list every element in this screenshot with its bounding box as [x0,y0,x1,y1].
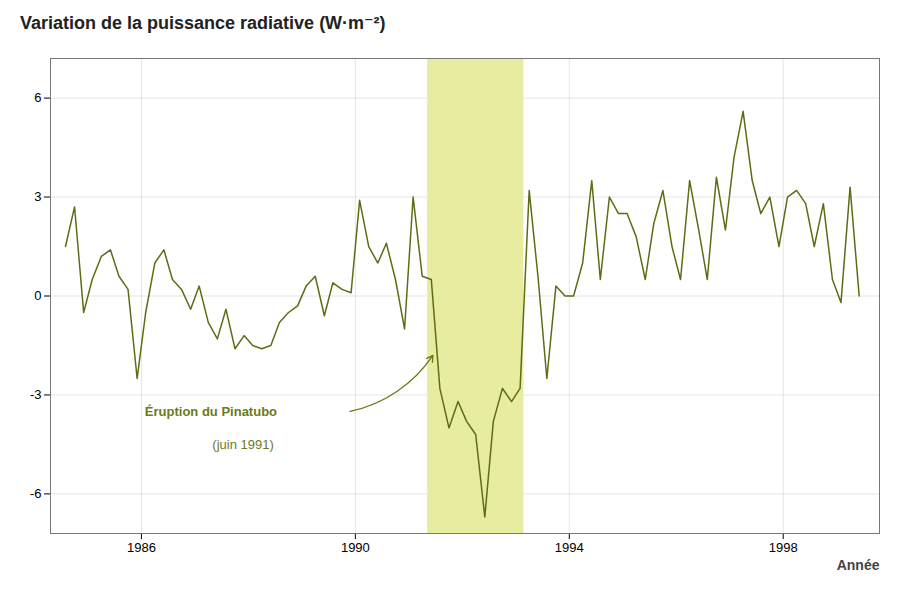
svg-text:1990: 1990 [341,540,370,555]
svg-text:3: 3 [34,189,41,204]
svg-text:1986: 1986 [127,540,156,555]
svg-text:-3: -3 [30,387,42,402]
svg-text:(juin 1991): (juin 1991) [212,437,273,452]
svg-text:6: 6 [34,90,41,105]
html-text:Variation de la puissance radi: Variation de la puissance radiative (W·m… [20,13,386,33]
svg-text:Année: Année [837,557,880,573]
svg-text:1998: 1998 [769,540,798,555]
svg-text:-6: -6 [30,486,42,501]
svg-text:Éruption du Pinatubo: Éruption du Pinatubo [145,404,277,419]
svg-text:0: 0 [34,288,41,303]
svg-text:1994: 1994 [555,540,584,555]
